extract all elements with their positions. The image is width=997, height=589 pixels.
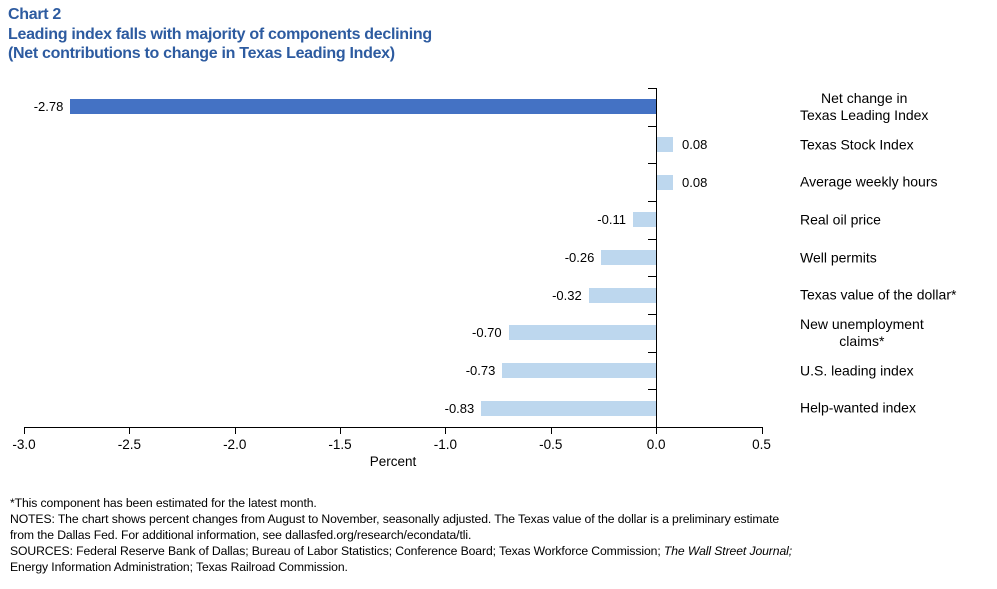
footnote-text: SOURCES: Federal Reserve Bank of Dallas;… <box>10 544 664 558</box>
category-label: New unemployment claims* <box>800 315 924 349</box>
x-axis-tick-label: -1.0 <box>433 437 458 452</box>
category-tick <box>648 389 657 391</box>
category-label: Net change in Texas Leading Index <box>800 89 929 123</box>
chart-subtitle: (Net contributions to change in Texas Le… <box>8 45 395 62</box>
category-label: Help-wanted index <box>800 399 916 416</box>
x-axis-tick <box>761 427 763 434</box>
bar <box>588 287 657 303</box>
x-axis-tick-label: -3.0 <box>12 437 36 452</box>
footnotes: *This component has been estimated for t… <box>10 495 995 575</box>
category-label: Texas Stock Index <box>800 136 914 152</box>
category-tick <box>648 201 657 202</box>
bar <box>502 363 657 378</box>
x-axis-tick-label: 0.0 <box>646 437 666 452</box>
footnote-text-italic: The Wall Street Journal; <box>663 544 793 558</box>
category-tick <box>648 314 657 315</box>
zero-axis-line <box>656 88 658 427</box>
x-axis-tick-label: -2.0 <box>223 437 247 452</box>
x-axis-tick-label: -1.5 <box>328 437 352 452</box>
x-axis-tick-label: -2.5 <box>117 437 141 452</box>
footnote-text: *This component has been estimated for t… <box>10 496 317 510</box>
bar-value-label: -0.83 <box>444 400 475 416</box>
bar <box>70 99 657 115</box>
bar-value-label: -0.70 <box>472 325 502 341</box>
x-axis-tick <box>24 427 25 434</box>
x-axis-tick <box>340 427 342 434</box>
chart-number-label: Chart 2 <box>8 6 62 23</box>
x-axis-tick <box>445 427 447 434</box>
bar-value-label: -2.78 <box>33 99 64 115</box>
chart-header: Chart 2 Leading index falls with majorit… <box>8 5 432 64</box>
bar <box>656 174 673 190</box>
footnote-text: Energy Information Administration; Texas… <box>10 560 348 574</box>
category-label: Well permits <box>800 249 877 265</box>
category-label: Average weekly hours <box>800 173 938 190</box>
x-axis-tick-label: -0.5 <box>539 437 563 452</box>
bar <box>508 325 657 341</box>
bar <box>632 212 657 228</box>
chart-title: Leading index falls with majority of com… <box>8 25 432 43</box>
footnote-line: NOTES: The chart shows percent changes f… <box>10 511 995 527</box>
category-tick <box>648 238 657 240</box>
bar <box>656 137 673 152</box>
footnote-line: from the Dallas Fed. For additional info… <box>10 527 995 543</box>
footnote-line: SOURCES: Federal Reserve Bank of Dallas;… <box>10 543 995 559</box>
x-axis-tick <box>550 427 552 434</box>
category-label: Texas value of the dollar* <box>800 286 957 303</box>
bar-value-label: 0.08 <box>682 174 708 190</box>
bar-value-label: 0.08 <box>682 137 708 152</box>
x-axis-tick <box>234 427 236 434</box>
bar <box>601 250 657 265</box>
x-axis-tick <box>129 427 131 434</box>
category-label: Real oil price <box>800 211 881 228</box>
category-tick <box>648 351 657 353</box>
category-label: U.S. leading index <box>800 362 914 378</box>
x-axis-tick-label: 0.5 <box>752 437 771 452</box>
category-tick <box>648 125 657 127</box>
category-tick <box>648 276 657 278</box>
footnote-text: from the Dallas Fed. For additional info… <box>10 528 472 542</box>
category-tick <box>648 163 657 165</box>
bar-value-label: -0.11 <box>597 212 626 228</box>
footnote-text: NOTES: The chart shows percent changes f… <box>10 512 780 526</box>
bar-value-label: -0.32 <box>552 287 582 303</box>
bar <box>481 400 657 416</box>
category-tick <box>648 88 657 89</box>
bar-value-label: -0.26 <box>564 250 595 265</box>
footnote-line: *This component has been estimated for t… <box>10 495 995 511</box>
footnote-line: Energy Information Administration; Texas… <box>10 559 995 575</box>
x-axis-title: Percent <box>369 454 417 469</box>
x-axis-line <box>24 427 763 428</box>
x-axis-tick <box>656 427 658 434</box>
bar-value-label: -0.73 <box>465 363 496 378</box>
